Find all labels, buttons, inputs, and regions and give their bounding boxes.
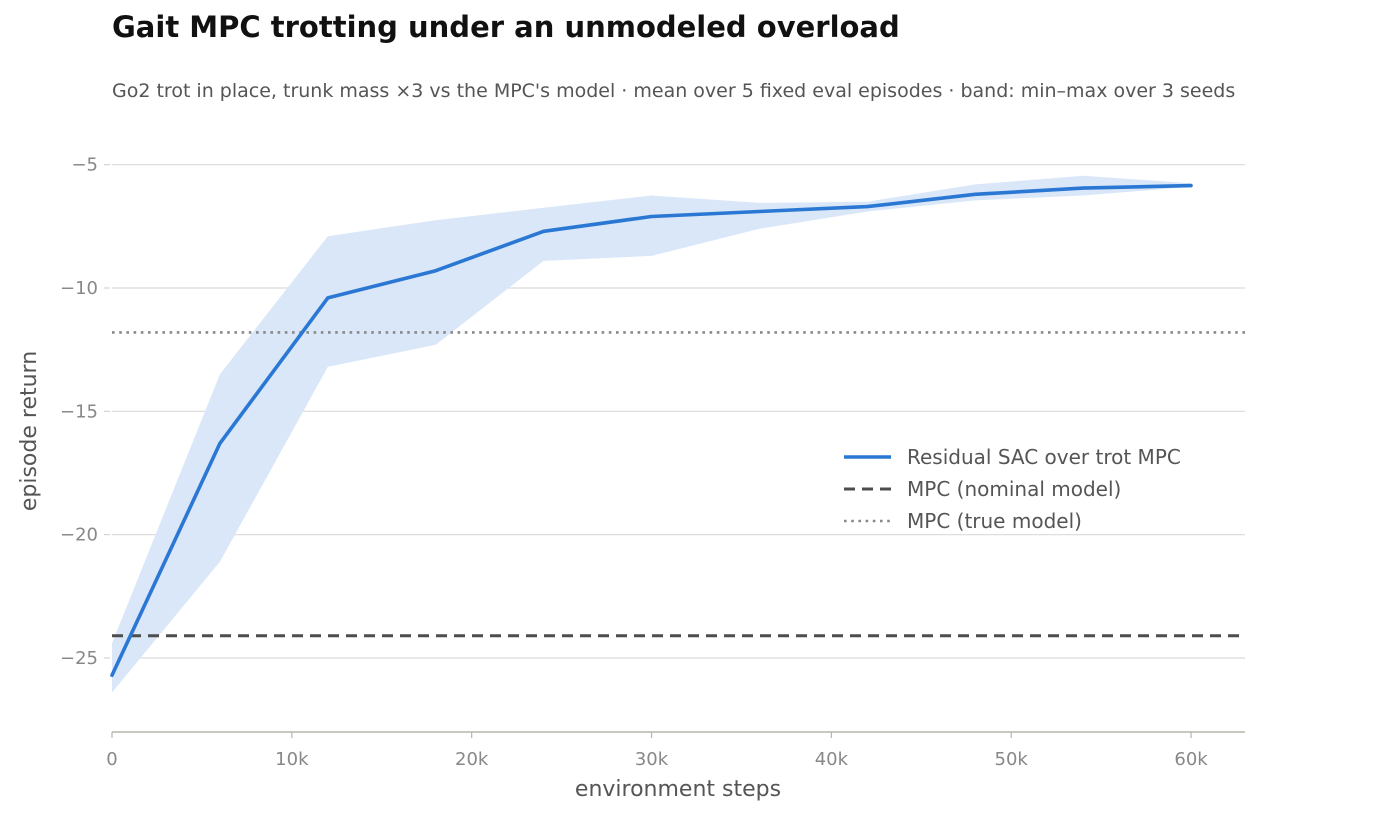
x-tick-label: 10k (275, 749, 309, 770)
axes: −5 −10 −15 −20 −25 0 10k 20k 30k 40k 50k 60k (60, 155, 1245, 770)
x-tick-label: 50k (995, 749, 1029, 770)
legend-label: MPC (true model) (907, 509, 1082, 533)
x-tick-label: 30k (635, 749, 669, 770)
x-tick-label: 0 (106, 749, 117, 770)
chart-subtitle: Go2 trot in place, trunk mass ×3 vs the … (112, 80, 1236, 102)
x-tick-label: 20k (455, 749, 489, 770)
legend: Residual SAC over trot MPC MPC (nominal m… (844, 445, 1181, 533)
y-axis-title: episode return (17, 351, 42, 511)
x-tick-label: 40k (815, 749, 849, 770)
min-max-band (112, 175, 1191, 693)
series-lines (110, 183, 1193, 678)
y-tick-label: −25 (60, 648, 98, 669)
y-tick-label: −5 (71, 155, 98, 176)
chart-title: Gait MPC trotting under an unmodeled ove… (112, 10, 900, 44)
y-tick-label: −10 (60, 278, 98, 299)
seed-range-band (112, 175, 1191, 693)
legend-label: Residual SAC over trot MPC (907, 445, 1181, 469)
legend-label: MPC (nominal model) (907, 477, 1121, 501)
y-tick-label: −20 (60, 525, 98, 546)
x-axis-title: environment steps (575, 777, 781, 802)
y-tick-label: −15 (60, 401, 98, 422)
x-tick-label: 60k (1174, 749, 1208, 770)
